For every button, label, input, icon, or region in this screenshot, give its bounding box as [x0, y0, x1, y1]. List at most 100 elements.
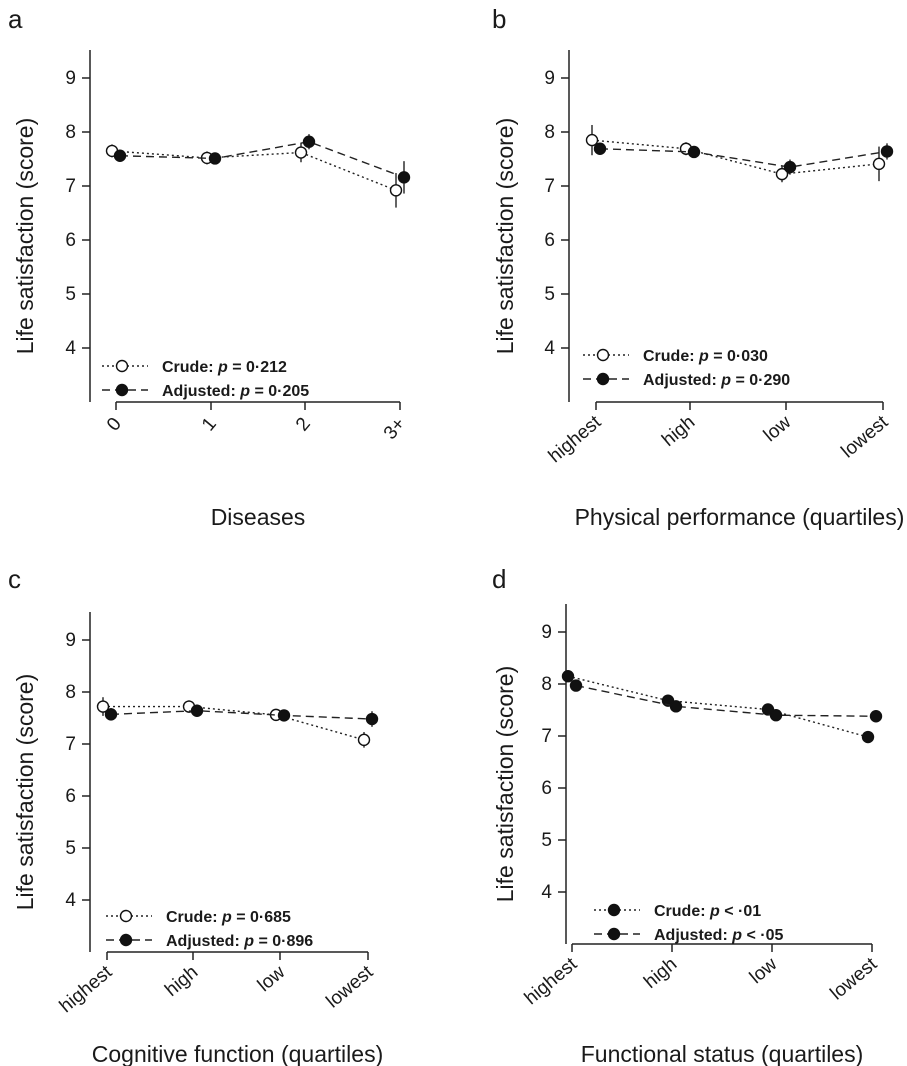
data-point [277, 709, 291, 722]
legend-marker [596, 348, 610, 362]
series-line [119, 140, 405, 179]
y-tick-label: 6 [541, 778, 552, 799]
legend-p-symbol: p [239, 383, 250, 400]
series-line [591, 139, 880, 175]
y-axis-title: Life satisfaction (score) [492, 666, 518, 902]
legend: Crude: p < ·01 Adjusted: p < ·05 [594, 903, 783, 944]
data-point [569, 679, 583, 692]
legend-marker [119, 909, 133, 923]
legend: Crude: p = 0·030 Adjusted: p = 0·290 [583, 348, 790, 389]
y-tick-label: 6 [544, 230, 555, 251]
legend-marker [115, 359, 129, 373]
legend: Crude: p = 0·685 Adjusted: p = 0·896 [106, 909, 313, 950]
data-point [869, 710, 883, 723]
x-axis-title: Physical performance (quartiles) [575, 504, 905, 530]
legend-label: Crude: p = 0·685 [166, 909, 291, 926]
series-line [103, 705, 365, 741]
series-crude [96, 697, 371, 748]
y-axis-title: Life satisfaction (score) [12, 118, 38, 354]
legend-label: Crude: p < ·01 [654, 903, 761, 920]
legend-p-value: < ·05 [742, 927, 783, 944]
data-point [861, 730, 875, 744]
x-axis-title: Cognitive function (quartiles) [92, 1041, 383, 1066]
legend-p-symbol: p [709, 903, 720, 920]
series-adjusted [593, 142, 894, 175]
x-tick-label: high [161, 962, 202, 1001]
data-point [880, 145, 894, 158]
data-point [397, 171, 411, 184]
y-tick-label: 7 [541, 726, 552, 747]
x-tick-label: lowest [826, 953, 881, 1004]
y-tick-label: 7 [65, 734, 76, 755]
y-tick-label: 7 [544, 176, 555, 197]
legend-label: Crude: p = 0·212 [162, 359, 287, 376]
legend-p-symbol: p [698, 348, 709, 365]
data-point [365, 712, 379, 726]
panel-d: d 4 5 6 7 8 9 highest high low lowest Functional st… [492, 564, 883, 1066]
data-point [775, 167, 789, 181]
x-tick-label: 2 [292, 414, 315, 436]
series-line [599, 148, 888, 168]
y-tick-label: 6 [65, 230, 76, 251]
x-tick-label: high [640, 954, 681, 993]
x-tick-label: low [254, 962, 290, 997]
data-point [593, 142, 607, 155]
legend-label: Adjusted: p = 0·205 [162, 383, 309, 400]
panel-letter: a [8, 4, 23, 34]
x-tick-label: 1 [198, 414, 221, 436]
data-point [389, 184, 403, 197]
series-adjusted [104, 704, 379, 727]
legend-label-text: Crude: [166, 909, 222, 926]
y-tick-label: 9 [65, 630, 76, 651]
legend-label-text: Adjusted: [162, 383, 240, 400]
series-crude [105, 142, 403, 208]
legend-label: Adjusted: p < ·05 [654, 927, 783, 944]
data-point [687, 145, 701, 159]
x-tick-label: lowest [322, 961, 377, 1012]
x-tick-label: 0 [103, 414, 126, 436]
y-tick-label: 4 [65, 338, 76, 359]
x-tick-label: highest [56, 961, 117, 1017]
data-point [208, 152, 222, 165]
y-tick-label: 8 [544, 122, 555, 143]
series-line [110, 710, 373, 720]
panel-letter: d [492, 564, 506, 594]
panel-c: c 4 5 6 7 8 9 highest high low lowest Cognitive fun… [8, 564, 383, 1066]
data-point [104, 708, 118, 721]
legend-p-value: = 0·896 [254, 933, 313, 950]
x-tick-label: highest [521, 953, 582, 1009]
series-adjusted [569, 679, 883, 723]
legend-label-text: Crude: [162, 359, 218, 376]
series-line [575, 684, 877, 717]
series-line [111, 150, 397, 191]
legend-p-value: = 0·685 [232, 909, 291, 926]
legend-p-symbol: p [221, 909, 232, 926]
panel-a: a 4 5 6 7 8 9 0 1 2 3+ Diseases Life satisfaction (s… [8, 4, 411, 530]
series-line [567, 675, 869, 738]
y-tick-label: 4 [544, 338, 555, 359]
legend-marker [607, 903, 621, 917]
legend-label-text: Crude: [643, 348, 699, 365]
x-tick-label: 3+ [380, 414, 410, 444]
y-tick-label: 7 [65, 176, 76, 197]
y-tick-label: 8 [541, 674, 552, 695]
legend-label-text: Adjusted: [654, 927, 732, 944]
x-axis-title: Diseases [211, 504, 306, 530]
x-tick-label: low [746, 954, 782, 989]
legend-p-symbol: p [243, 933, 254, 950]
y-tick-label: 5 [65, 838, 76, 859]
data-point [669, 700, 683, 713]
y-tick-label: 9 [544, 68, 555, 89]
data-point [113, 149, 127, 162]
x-axis-title: Functional status (quartiles) [581, 1041, 864, 1066]
y-tick-label: 9 [65, 68, 76, 89]
y-axis-title: Life satisfaction (score) [12, 674, 38, 910]
x-tick-label: high [658, 412, 699, 451]
legend-p-symbol: p [731, 927, 742, 944]
legend-p-value: = 0·205 [250, 383, 309, 400]
y-tick-label: 4 [541, 882, 552, 903]
legend-p-value: = 0·290 [731, 372, 790, 389]
y-tick-label: 5 [541, 830, 552, 851]
panel-letter: b [492, 4, 506, 34]
y-tick-label: 4 [65, 890, 76, 911]
